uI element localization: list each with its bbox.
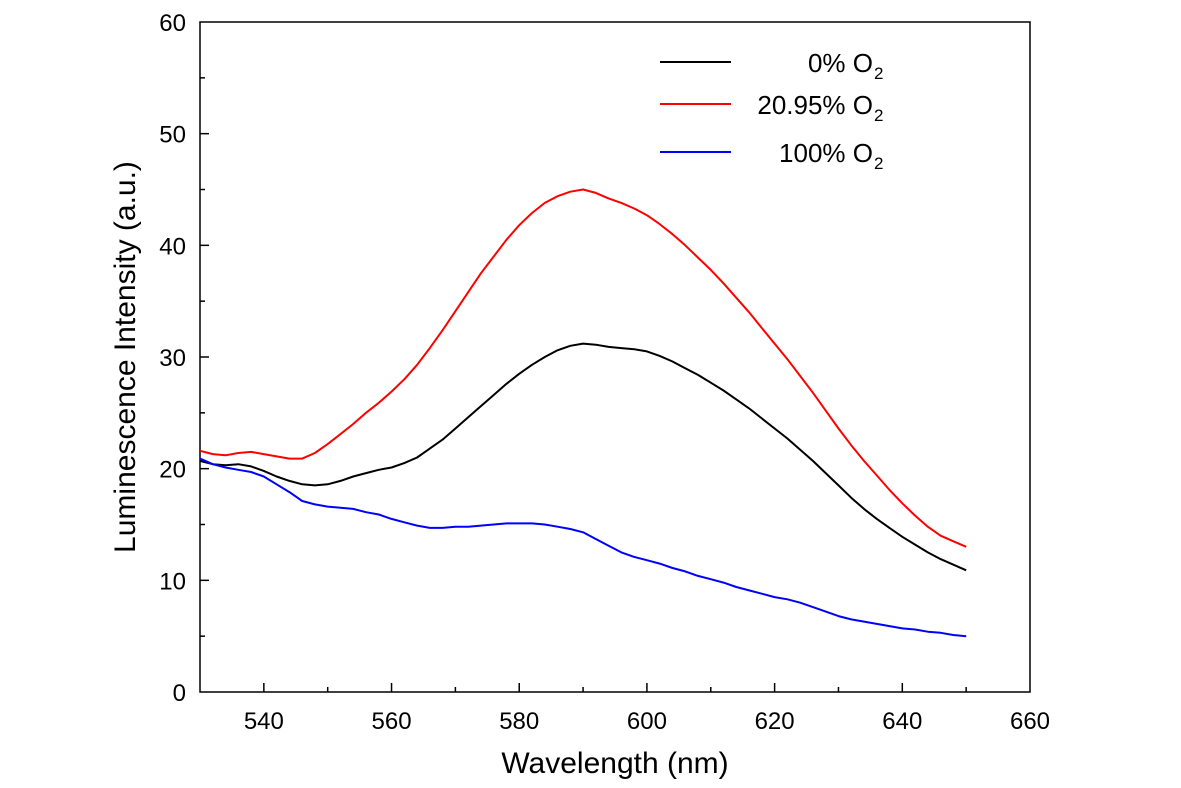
series-line-0 bbox=[199, 342, 967, 572]
y-tick-label: 50 bbox=[159, 122, 186, 149]
legend-label-0: 0% O bbox=[808, 48, 873, 78]
legend-label-1: 20.95% O bbox=[757, 90, 873, 120]
y-axis-ticks: 0 10 20 30 40 50 60 bbox=[159, 10, 209, 707]
y-tick-label: 10 bbox=[159, 568, 186, 595]
legend-label-subscript-0: 2 bbox=[874, 64, 883, 83]
y-axis-label: Luminescence Intensity (a.u.) bbox=[109, 161, 142, 553]
series-line-1 bbox=[199, 188, 967, 548]
x-axis-label: Wavelength (nm) bbox=[501, 747, 728, 780]
legend-label-subscript-1: 2 bbox=[874, 106, 883, 125]
y-tick-label: 20 bbox=[159, 457, 186, 484]
x-axis-ticks: 540 560 580 600 620 640 660 bbox=[244, 683, 1050, 735]
x-tick-label: 660 bbox=[1010, 708, 1050, 735]
legend-label-2: 100% O bbox=[779, 138, 873, 168]
x-tick-label: 580 bbox=[499, 708, 539, 735]
legend-label-subscript-2: 2 bbox=[874, 154, 883, 173]
x-tick-label: 540 bbox=[244, 708, 284, 735]
y-tick-label: 60 bbox=[159, 10, 186, 37]
series-line-2 bbox=[199, 457, 967, 638]
y-tick-label: 0 bbox=[173, 680, 186, 707]
x-tick-label: 600 bbox=[627, 708, 667, 735]
x-tick-label: 640 bbox=[882, 708, 922, 735]
plot-frame bbox=[199, 21, 1031, 693]
y-tick-label: 40 bbox=[159, 233, 186, 260]
plot-area: 540 560 580 600 620 640 660 0 10 20 30 40 50 60 bbox=[159, 10, 1050, 735]
y-tick-label: 30 bbox=[159, 345, 186, 372]
x-tick-label: 620 bbox=[755, 708, 795, 735]
series-layer bbox=[199, 188, 967, 638]
x-tick-label: 560 bbox=[372, 708, 412, 735]
